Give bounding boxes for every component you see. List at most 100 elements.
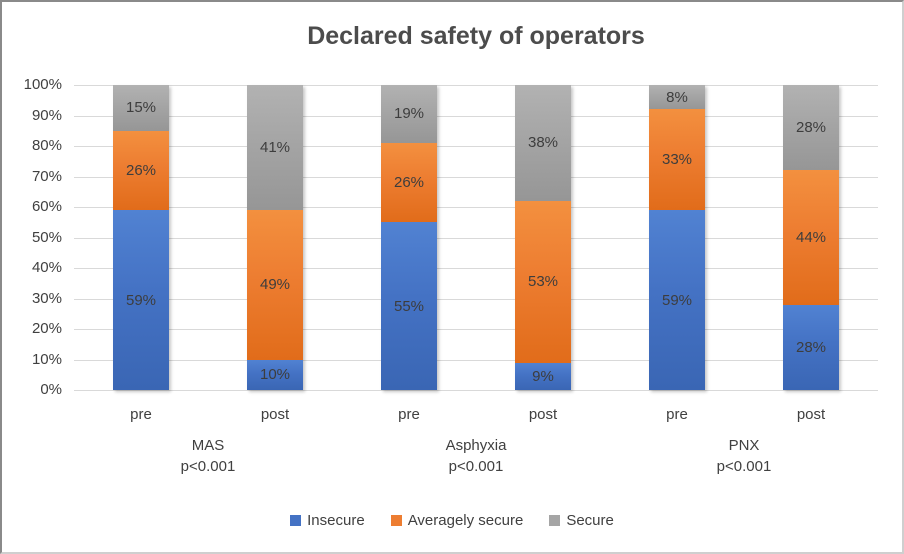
bar-slot: 28% 44% 28% (744, 85, 878, 390)
y-tick-label: 0% (40, 381, 62, 398)
data-label: 8% (666, 88, 688, 106)
chart-title: Declared safety of operators (307, 22, 645, 50)
bar-segment: 33% (649, 109, 705, 211)
data-label: 28% (795, 338, 827, 356)
gridline (74, 298, 878, 300)
y-tick-label: 70% (31, 167, 62, 185)
data-label: 55% (393, 297, 425, 315)
data-label: 59% (125, 291, 157, 309)
data-label: 38% (527, 134, 559, 152)
stacked-bar-asphyxia-pre: 55% 26% 19% (381, 85, 437, 390)
bar-segment: 15% (113, 85, 169, 131)
gridline (74, 359, 878, 361)
legend-item: Secure (549, 512, 614, 529)
legend-item: Averagely secure (390, 512, 524, 529)
legend-swatch (290, 515, 302, 526)
bar-segment: 38% (515, 85, 571, 201)
gridline (74, 85, 878, 86)
data-label: 19% (393, 105, 425, 123)
y-tick-label: 90% (31, 106, 62, 124)
data-label: 9% (532, 367, 554, 385)
bar-slot: 55% 26% 19% (342, 85, 476, 390)
x-tick-label: post (260, 406, 290, 423)
group-p-value: p<0.001 (716, 458, 772, 475)
y-tick-label: 10% (31, 350, 62, 368)
bar-segment: 59% (649, 210, 705, 390)
bar-segment: 49% (247, 210, 303, 360)
gridline (74, 268, 878, 269)
legend-item: Insecure (290, 512, 365, 529)
bar-segment: 19% (381, 85, 437, 143)
group-p-value: p<0.001 (448, 458, 504, 475)
bar-segment: 44% (783, 170, 839, 305)
plot-area: 59% 26% 15% 10% 49% 41% 55% 26% 19% 9% 53% 38% 59% 33… (74, 85, 878, 391)
legend-label: Averagely secure (407, 512, 524, 529)
bar-segment: 8% (649, 85, 705, 110)
data-label: 26% (393, 174, 425, 192)
group-label-mas: MAS p<0.001 (74, 435, 342, 477)
gridline (74, 146, 878, 147)
bar-segment: 41% (247, 85, 303, 211)
group-name: Asphyxia (445, 437, 507, 454)
x-tick-label: post (528, 406, 558, 423)
y-tick-label: 40% (31, 259, 62, 276)
data-label: 44% (795, 229, 827, 247)
y-tick-label: 100% (23, 76, 62, 93)
legend-swatch (390, 515, 402, 526)
legend-swatch (549, 515, 561, 526)
bar-segment: 28% (783, 304, 839, 390)
y-tick-label: 30% (31, 289, 62, 307)
data-label: 53% (527, 273, 559, 291)
x-tick-label: post (796, 406, 826, 423)
bar-segment: 10% (247, 359, 303, 390)
x-tick-label: pre (130, 406, 152, 423)
group-p-value: p<0.001 (180, 458, 236, 475)
bar-segment: 55% (381, 222, 437, 390)
stacked-bar-mas-post: 10% 49% 41% (247, 85, 303, 390)
data-label: 49% (259, 276, 291, 294)
legend: Insecure Averagely secure Secure (2, 512, 902, 529)
stacked-bar-pnx-post: 28% 44% 28% (783, 85, 839, 390)
x-axis-tick-labels: pre post pre post pre post (74, 406, 878, 423)
group-name: PNX (728, 437, 760, 454)
gridline (74, 237, 878, 239)
group-label-pnx: PNX p<0.001 (610, 435, 878, 477)
gridline (74, 390, 878, 391)
x-axis-group-labels: MAS p<0.001 Asphyxia p<0.001 PNX p<0.001 (74, 435, 878, 477)
stacked-bar-pnx-pre: 59% 33% 8% (649, 85, 705, 390)
data-label: 26% (125, 161, 157, 179)
bar-segment: 53% (515, 200, 571, 363)
y-tick-label: 80% (31, 137, 62, 154)
gridline (74, 115, 878, 117)
bar-segment: 28% (783, 85, 839, 171)
stacked-bar-asphyxia-post: 9% 53% 38% (515, 85, 571, 390)
bar-slot: 59% 26% 15% (74, 85, 208, 390)
bar-segment: 26% (113, 130, 169, 211)
gridline (74, 207, 878, 208)
x-tick-label: pre (666, 406, 688, 423)
data-label: 10% (259, 366, 291, 384)
y-axis: 100% 90% 80% 70% 60% 50% 40% 30% 20% 10% 0% (2, 76, 62, 398)
y-tick-label: 60% (31, 198, 62, 215)
x-tick-label: pre (398, 406, 420, 423)
bar-segment: 26% (381, 142, 437, 223)
legend-label: Insecure (307, 512, 365, 529)
group-label-asphyxia: Asphyxia p<0.001 (342, 435, 610, 477)
gridline (74, 176, 878, 178)
bar-slot: 9% 53% 38% (476, 85, 610, 390)
legend-label: Secure (566, 512, 614, 529)
y-tick-label: 20% (31, 320, 62, 337)
gridline (74, 329, 878, 330)
data-label: 28% (795, 119, 827, 137)
data-label: 33% (661, 151, 693, 169)
bars-layer: 59% 26% 15% 10% 49% 41% 55% 26% 19% 9% 53% 38% 59% 33… (74, 85, 878, 390)
bar-segment: 9% (515, 362, 571, 390)
bar-segment: 59% (113, 210, 169, 390)
data-label: 15% (125, 99, 157, 117)
bar-slot: 10% 49% 41% (208, 85, 342, 390)
bar-slot: 59% 33% 8% (610, 85, 744, 390)
data-label: 59% (661, 291, 693, 309)
stacked-bar-mas-pre: 59% 26% 15% (113, 85, 169, 390)
y-tick-label: 50% (31, 228, 62, 246)
